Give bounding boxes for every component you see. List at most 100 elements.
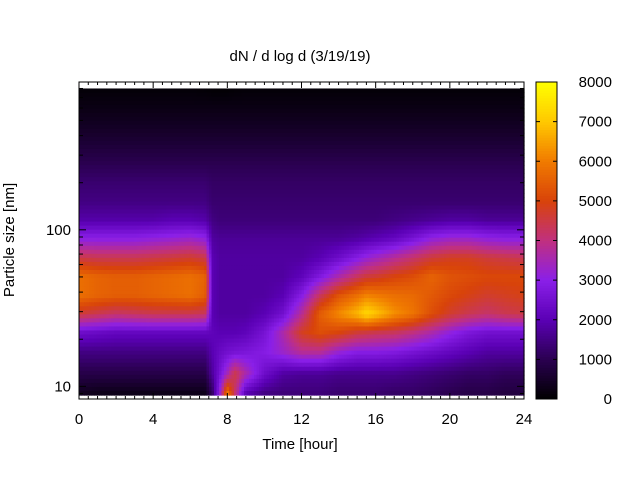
heatmap-cell bbox=[134, 132, 138, 138]
heatmap-cell bbox=[149, 112, 153, 118]
heatmap-cell bbox=[136, 140, 140, 146]
heatmap-cell bbox=[184, 128, 188, 134]
heatmap-cell bbox=[166, 112, 170, 118]
heatmap-cell bbox=[416, 120, 420, 126]
heatmap-cell bbox=[391, 96, 395, 102]
heatmap-cell bbox=[331, 104, 335, 110]
heatmap-cell bbox=[499, 140, 503, 146]
heatmap-cell bbox=[176, 104, 180, 110]
heatmap-cell bbox=[424, 132, 428, 138]
heatmap-cell bbox=[254, 92, 258, 98]
heatmap-cell bbox=[201, 96, 205, 102]
heatmap-cell bbox=[476, 100, 480, 106]
heatmap-cell bbox=[386, 144, 390, 150]
heatmap-cell bbox=[114, 112, 118, 118]
heatmap-cell bbox=[319, 120, 323, 126]
heatmap-cell bbox=[164, 112, 168, 118]
heatmap-cell bbox=[84, 124, 88, 130]
heatmap-cell bbox=[144, 124, 148, 130]
heatmap-cell bbox=[446, 124, 450, 130]
heatmap-cell bbox=[94, 128, 98, 134]
heatmap-cell bbox=[286, 104, 290, 110]
heatmap-cell bbox=[224, 104, 228, 110]
heatmap-cell bbox=[89, 96, 93, 102]
heatmap-cell bbox=[164, 128, 168, 134]
heatmap-cell bbox=[386, 108, 390, 114]
heatmap-cell bbox=[384, 96, 388, 102]
heatmap-cell bbox=[434, 116, 438, 122]
heatmap-cell bbox=[221, 96, 225, 102]
heatmap-cell bbox=[256, 88, 260, 94]
heatmap-cell bbox=[369, 88, 373, 94]
heatmap-cell bbox=[216, 128, 220, 134]
heatmap-cell bbox=[434, 108, 438, 114]
heatmap-cell bbox=[444, 128, 448, 134]
heatmap-cell bbox=[236, 116, 240, 122]
heatmap-cell bbox=[86, 100, 90, 106]
heatmap-cell bbox=[329, 140, 333, 146]
heatmap-cell bbox=[241, 120, 245, 126]
heatmap-cell bbox=[444, 104, 448, 110]
heatmap-cell bbox=[156, 88, 160, 94]
heatmap-cell bbox=[466, 96, 470, 102]
heatmap-cell bbox=[196, 116, 200, 122]
heatmap-cell bbox=[269, 132, 273, 138]
heatmap-cell bbox=[439, 100, 443, 106]
heatmap-cell bbox=[309, 100, 313, 106]
heatmap-cell bbox=[326, 108, 330, 114]
heatmap-cell bbox=[311, 108, 315, 114]
heatmap-cell bbox=[86, 88, 90, 94]
heatmap-cell bbox=[406, 128, 410, 134]
heatmap-cell bbox=[189, 92, 193, 98]
heatmap-cell bbox=[161, 136, 165, 142]
heatmap-cell bbox=[496, 100, 500, 106]
heatmap-cell bbox=[519, 92, 523, 98]
heatmap-cell bbox=[221, 112, 225, 118]
heatmap-cell bbox=[196, 144, 200, 150]
heatmap-cell bbox=[281, 108, 285, 114]
heatmap-cell bbox=[254, 100, 258, 106]
heatmap-cell bbox=[209, 128, 213, 134]
heatmap-cell bbox=[316, 100, 320, 106]
heatmap-cell bbox=[491, 128, 495, 134]
heatmap-cell bbox=[319, 124, 323, 130]
heatmap-cell bbox=[224, 100, 228, 106]
heatmap-cell bbox=[346, 144, 350, 150]
heatmap-cell bbox=[134, 120, 138, 126]
heatmap-cell bbox=[181, 104, 185, 110]
heatmap-cell bbox=[121, 132, 125, 138]
heatmap-cell bbox=[179, 112, 183, 118]
heatmap-cell bbox=[406, 96, 410, 102]
heatmap-cell bbox=[424, 108, 428, 114]
heatmap-cell bbox=[216, 104, 220, 110]
heatmap-cell bbox=[241, 136, 245, 142]
heatmap-cell bbox=[441, 92, 445, 98]
heatmap-cell bbox=[364, 112, 368, 118]
heatmap-cell bbox=[319, 108, 323, 114]
heatmap-cell bbox=[381, 92, 385, 98]
heatmap-cell bbox=[101, 132, 105, 138]
heatmap-cell bbox=[246, 116, 250, 122]
heatmap-cell bbox=[79, 96, 83, 102]
heatmap-cell bbox=[419, 100, 423, 106]
heatmap-cell bbox=[404, 88, 408, 94]
heatmap-cell bbox=[201, 124, 205, 130]
heatmap-cell bbox=[191, 144, 195, 150]
heatmap-cell bbox=[139, 100, 143, 106]
heatmap-cell bbox=[104, 140, 108, 146]
heatmap-cell bbox=[241, 92, 245, 98]
heatmap-cells bbox=[79, 88, 525, 396]
heatmap-cell bbox=[226, 116, 230, 122]
heatmap-cell bbox=[226, 104, 230, 110]
heatmap-cell bbox=[446, 112, 450, 118]
heatmap-cell bbox=[304, 124, 308, 130]
heatmap-cell bbox=[364, 96, 368, 102]
heatmap-cell bbox=[199, 132, 203, 138]
heatmap-cell bbox=[116, 100, 120, 106]
heatmap-cell bbox=[191, 88, 195, 94]
heatmap-cell bbox=[319, 136, 323, 142]
heatmap-cell bbox=[271, 140, 275, 146]
heatmap-cell bbox=[116, 92, 120, 98]
heatmap-cell bbox=[239, 128, 243, 134]
heatmap-cell bbox=[279, 112, 283, 118]
